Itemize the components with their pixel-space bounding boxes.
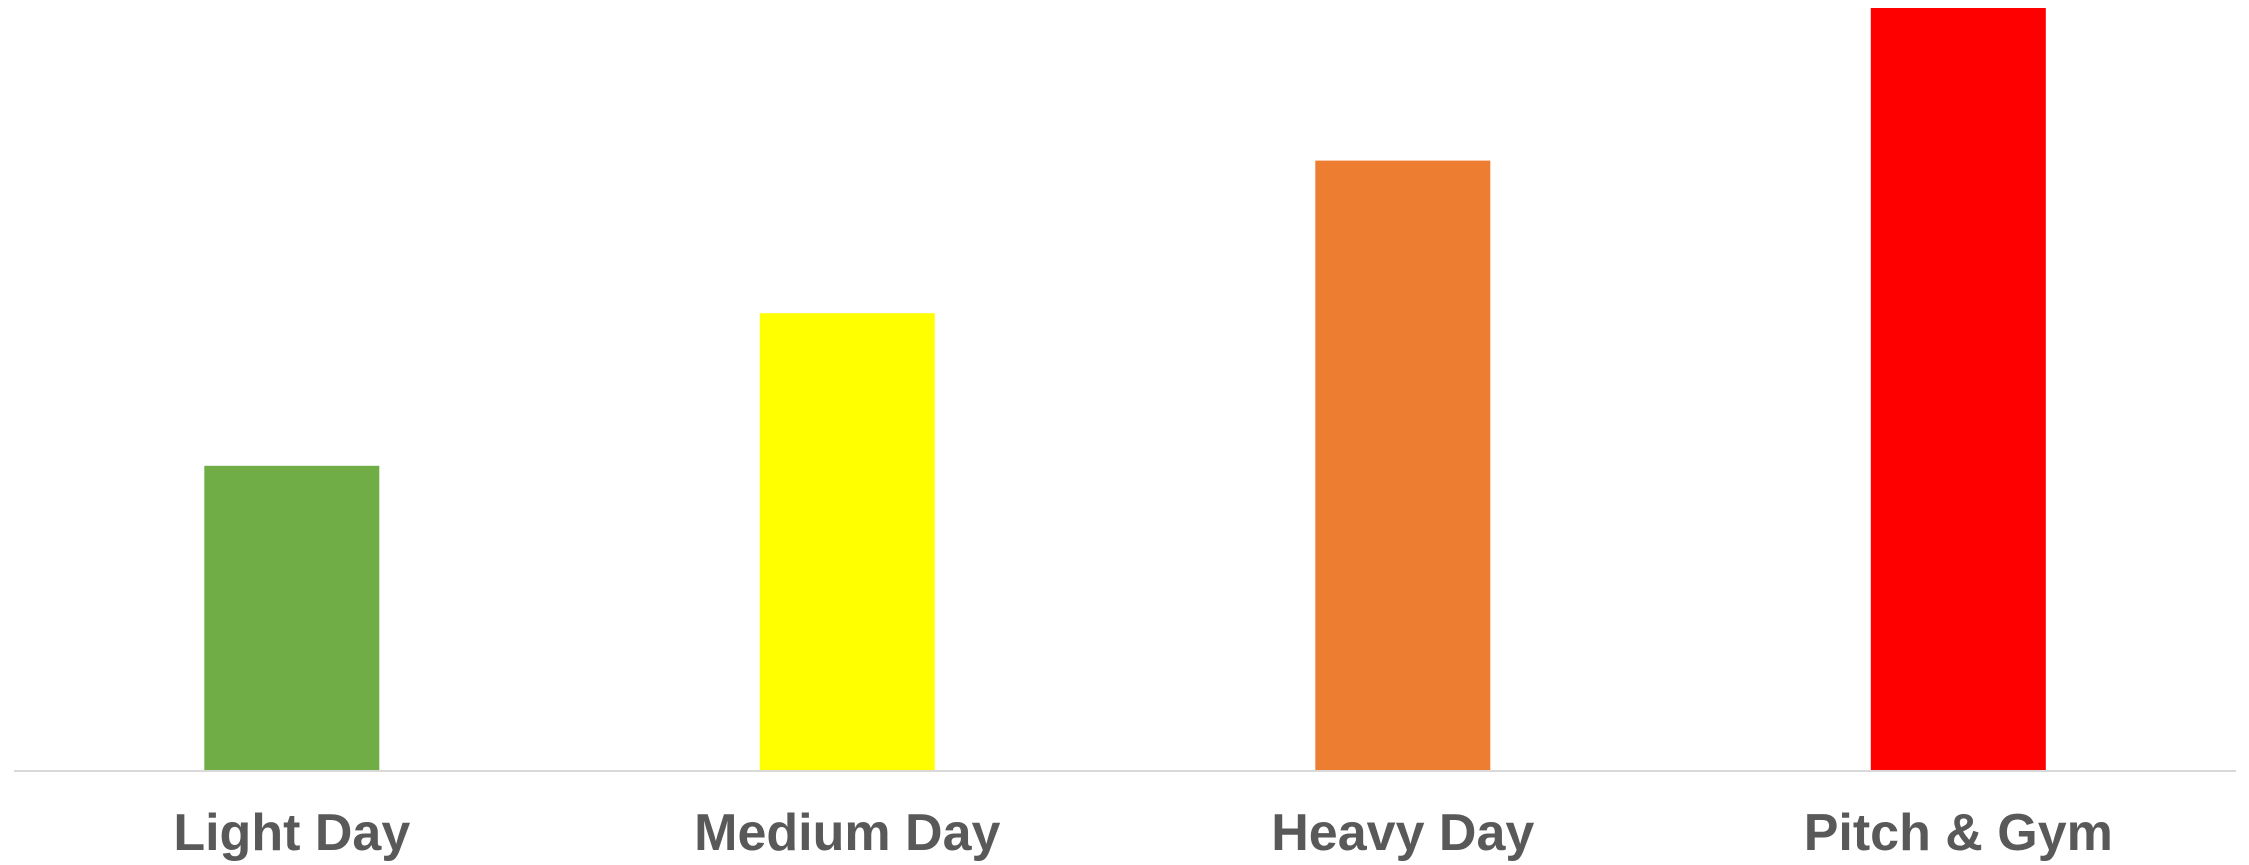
- bar-heavy-day: [1315, 160, 1491, 772]
- bar-pitch-gym: [1870, 8, 2046, 771]
- bar-light-day: [204, 465, 380, 771]
- x-tick-label: Pitch & Gym: [1804, 804, 2113, 862]
- x-tick-label: Light Day: [173, 804, 410, 862]
- category-labels: Light Day Medium Day Heavy Day Pitch & Gym: [173, 804, 2113, 862]
- bar-medium-day: [759, 313, 935, 771]
- x-tick-label: Heavy Day: [1271, 804, 1534, 862]
- x-tick-label: Medium Day: [694, 804, 1000, 862]
- bars-group: [204, 8, 2046, 772]
